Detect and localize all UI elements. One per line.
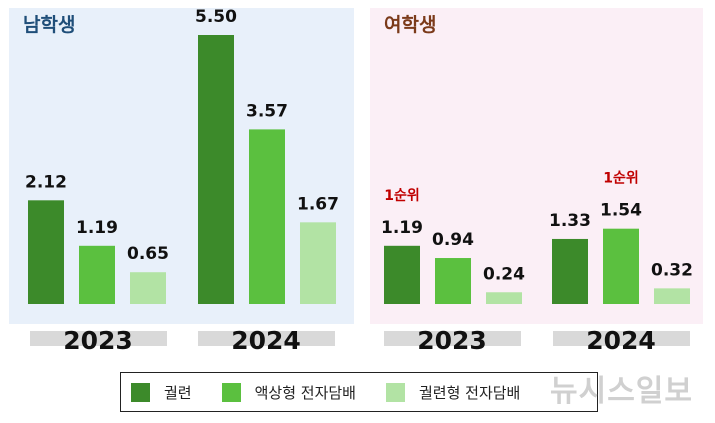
year-label: 2023	[417, 326, 487, 355]
legend: 궐련 액상형 전자담배 궐련형 전자담배	[120, 372, 598, 412]
data-label: 1.19	[76, 218, 118, 238]
bar	[79, 245, 115, 304]
year-band	[384, 331, 521, 346]
legend-label-cigarette: 궐련	[164, 383, 192, 402]
bar	[249, 129, 285, 304]
legend-swatch-liquid-ecig	[221, 382, 241, 402]
legend-item-heated-tobacco: 궐련형 전자담배	[385, 382, 521, 403]
panel-bg-1	[370, 8, 703, 324]
watermark-logo: 뉴시스일보	[550, 374, 693, 409]
data-label: 0.65	[127, 244, 169, 264]
data-label: 1.67	[297, 194, 339, 214]
data-label: 2.12	[25, 172, 67, 192]
rank-annotation: 1순위	[603, 171, 639, 187]
year-band	[30, 331, 167, 346]
panel-bg-0	[9, 8, 354, 324]
data-label: 0.94	[432, 230, 474, 250]
legend-label-liquid-ecig: 액상형 전자담배	[254, 383, 356, 402]
year-label: 2023	[63, 326, 133, 355]
legend-swatch-cigarette	[131, 382, 150, 402]
data-label: 5.50	[195, 7, 237, 27]
year-label: 2024	[231, 326, 301, 355]
legend-label-heated-tobacco: 궐련형 전자담배	[418, 383, 521, 402]
bar	[28, 200, 64, 304]
data-label: 0.24	[483, 264, 525, 284]
panel-title-1: 여학생	[384, 14, 436, 36]
legend-swatch-heated-tobacco	[385, 382, 405, 402]
bar	[435, 258, 471, 304]
data-label: 3.57	[246, 101, 288, 121]
bar	[300, 222, 336, 304]
bar	[654, 288, 690, 304]
bar	[486, 292, 522, 304]
panel-title-0: 남학생	[23, 14, 75, 36]
bar	[603, 228, 639, 304]
data-label: 0.32	[651, 260, 693, 280]
legend-item-cigarette: 궐련	[131, 382, 192, 403]
year-band	[553, 331, 690, 346]
data-label: 1.33	[549, 211, 591, 231]
legend-item-liquid-ecig: 액상형 전자담배	[221, 382, 356, 403]
data-label: 1.19	[381, 218, 423, 238]
year-band	[198, 331, 335, 346]
bar	[130, 272, 166, 304]
data-label: 1.54	[600, 201, 642, 221]
year-label: 2024	[586, 326, 656, 355]
bar	[552, 238, 588, 304]
rank-annotation: 1순위	[384, 188, 420, 204]
bar	[198, 35, 234, 304]
bar	[384, 245, 420, 304]
